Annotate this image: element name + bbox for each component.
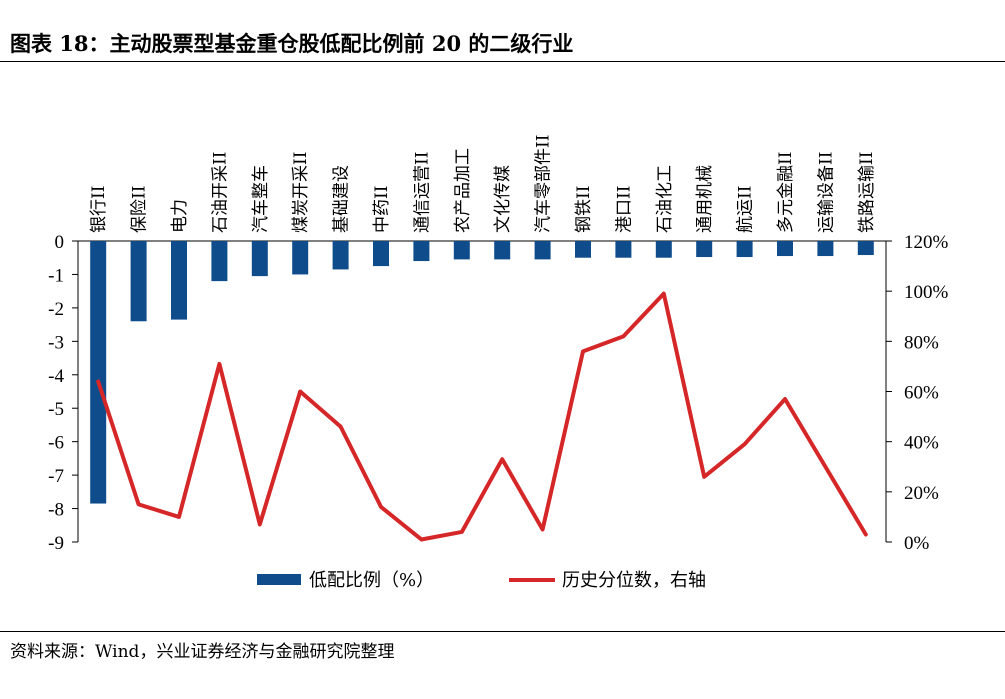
bar-石油开采II: [211, 241, 228, 282]
bar-煤炭开采II: [292, 241, 309, 275]
title-divider: [0, 61, 1005, 62]
left-tick-label: -4: [48, 366, 64, 387]
category-label: 汽车整车: [251, 165, 271, 233]
bar-电力: [171, 241, 187, 320]
bar-汽车零部件II: [534, 241, 551, 260]
bar-保险II: [130, 241, 147, 322]
category-label: 文化传媒: [493, 165, 513, 233]
bar-银行II: [90, 241, 107, 504]
category-label: 铁路运输II: [857, 152, 877, 233]
right-tick-label: 100%: [904, 282, 949, 303]
chart-title: 图表 18：主动股票型基金重仓股低配比例前 20 的二级行业: [10, 31, 574, 56]
right-tick-label: 0%: [904, 533, 930, 554]
legend-bar-swatch: [257, 574, 301, 585]
dual-axis-chart: 0 -1 -2 -3 -4 -5 -6 -7 -8 -9 120% 100% 80% 60% 40% 20% 0…: [48, 135, 949, 591]
bar-港口II: [615, 241, 632, 258]
left-tick-label: -3: [48, 332, 64, 353]
legend-line-label: 历史分位数，右轴: [562, 570, 706, 591]
category-label: 中药II: [372, 186, 392, 233]
bar-多元金融II: [777, 241, 793, 257]
right-tick-label: 20%: [904, 483, 939, 504]
legend-bar-label: 低配比例（%）: [309, 570, 434, 591]
bar-航运II: [736, 241, 753, 258]
category-label: 钢铁II: [574, 186, 594, 233]
bar-通信运营II: [413, 241, 430, 262]
bar-铁路运输II: [857, 241, 874, 256]
right-tick-label: 60%: [904, 383, 939, 404]
category-label: 通信运营II: [412, 152, 432, 233]
category-label: 石油开采II: [210, 152, 230, 233]
category-label: 基础建设: [332, 165, 352, 233]
category-label: 保险II: [130, 186, 150, 233]
bar-通用机械: [696, 241, 713, 258]
left-tick-label: 0: [55, 232, 65, 253]
category-label: 通用机械: [695, 165, 715, 233]
category-label: 银行II: [89, 186, 109, 233]
left-tick-label: -2: [48, 299, 64, 320]
source-divider: [0, 631, 1005, 632]
left-tick-label: -5: [48, 399, 64, 420]
source-note: 资料来源：Wind，兴业证券经济与金融研究院整理: [10, 642, 395, 662]
category-label: 汽车零部件II: [534, 135, 554, 233]
bar-钢铁II: [575, 241, 591, 258]
bar-文化传媒: [494, 241, 511, 260]
bar-石油化工: [655, 241, 672, 258]
left-tick-label: -6: [48, 433, 64, 454]
category-label: 运输设备II: [816, 152, 836, 233]
category-label: 港口II: [614, 186, 634, 233]
bar-农产品加工: [453, 241, 470, 260]
category-label: 农产品加工: [453, 148, 473, 233]
percentile-line: [96, 291, 868, 542]
left-tick-label: -1: [48, 265, 64, 286]
category-label: 煤炭开采II: [291, 152, 311, 233]
left-tick-label: -8: [48, 500, 64, 521]
bar-汽车整车: [251, 241, 268, 277]
bar-中药II: [373, 241, 389, 267]
left-tick-label: -7: [48, 466, 64, 487]
left-tick-label: -9: [48, 533, 64, 554]
category-label: 电力: [170, 199, 190, 233]
bar-运输设备II: [817, 241, 834, 257]
category-label: 航运II: [736, 186, 756, 233]
category-label: 石油化工: [655, 165, 675, 233]
category-label: 多元金融II: [776, 152, 796, 233]
right-tick-label: 120%: [904, 232, 949, 253]
bar-基础建设: [332, 241, 349, 270]
right-tick-label: 40%: [904, 433, 939, 454]
right-tick-label: 80%: [904, 332, 939, 353]
